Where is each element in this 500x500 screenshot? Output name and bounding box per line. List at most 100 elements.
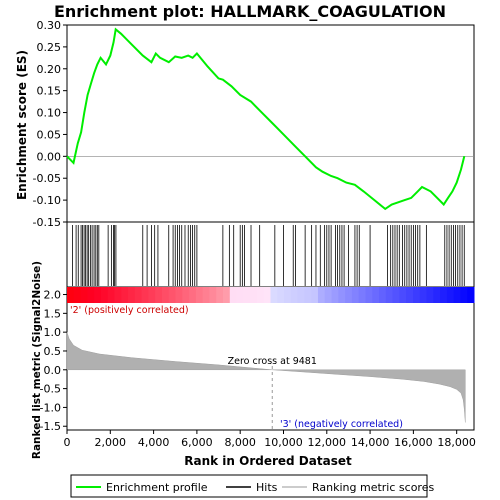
color-bar-segment (216, 287, 224, 303)
x-tick-label: 12,000 (308, 436, 347, 449)
positive-correlation-label: '2' (positively correlated) (70, 305, 189, 316)
color-bar-segment (440, 287, 448, 303)
legend-metric-label: Ranking metric scores (312, 481, 434, 494)
ranking-color-bar (67, 287, 475, 303)
color-bar-segment (209, 287, 217, 303)
color-bar-segment (161, 287, 170, 303)
es-y-ticks: -0.15 -0.10 -0.05 0.00 0.05 0.10 0.15 0.20 0.25 0… (33, 19, 67, 229)
color-bar-segment (73, 287, 82, 303)
color-bar-segment (80, 287, 88, 303)
color-bar-segment (399, 287, 407, 303)
x-tick-label: 2,000 (95, 436, 127, 449)
color-bar-segment (304, 287, 312, 303)
color-bar-segment (155, 287, 163, 303)
color-bar-segment (168, 287, 177, 303)
legend-box (70, 474, 428, 498)
chart-title: Enrichment plot: HALLMARK_COAGULATION (54, 2, 446, 21)
color-bar-segment (256, 287, 265, 303)
color-bar-segment (317, 287, 326, 303)
color-bar-segment (128, 287, 136, 303)
color-bar-segment (243, 287, 251, 303)
metric-y-ticks: -1.5 -1.0 -0.5 0.0 0.5 1.0 1.5 2.0 (40, 289, 67, 433)
color-bar-segment (195, 287, 204, 303)
es-y-tick-label: 0.00 (37, 150, 62, 163)
color-bar-segment (223, 287, 231, 303)
legend-hits-label: Hits (256, 481, 278, 494)
metric-y-tick-label: 0.0 (44, 364, 62, 377)
color-bar-segment (406, 287, 414, 303)
color-bar-segment (453, 287, 461, 303)
x-axis-ticks: 0 2,000 4,000 6,000 8,000 10,000 12,000 14,000 1… (64, 430, 476, 449)
hits-panel-frame (66, 221, 475, 288)
color-bar-segment (385, 287, 394, 303)
metric-y-tick-label: -1.0 (40, 401, 61, 414)
metric-y-tick-label: -0.5 (40, 383, 61, 396)
color-bar-segment (338, 287, 346, 303)
color-bar-segment (311, 287, 319, 303)
color-bar-segment (94, 287, 102, 303)
color-bar-segment (114, 287, 122, 303)
es-y-tick-label: 0.10 (37, 107, 62, 120)
color-bar-segment (433, 287, 441, 303)
color-bar-segment (379, 287, 387, 303)
color-bar-segment (134, 287, 143, 303)
legend-enrichment-label: Enrichment profile (106, 481, 208, 494)
es-y-tick-label: -0.10 (33, 194, 61, 207)
color-bar-segment (358, 287, 366, 303)
color-bar-segment (87, 287, 95, 303)
color-bar-segment (345, 287, 353, 303)
es-y-tick-label: 0.30 (37, 19, 62, 32)
color-bar-segment (229, 287, 238, 303)
color-bar-segment (412, 287, 421, 303)
es-y-tick-label: -0.15 (33, 216, 61, 229)
ranked-metric-area (66, 332, 466, 423)
metric-y-tick-label: 1.5 (44, 307, 62, 320)
color-bar-segment (263, 287, 271, 303)
es-y-tick-label: 0.20 (37, 63, 62, 76)
x-tick-label: 16,000 (394, 436, 433, 449)
es-y-tick-label: 0.25 (37, 41, 62, 54)
color-bar-segment (365, 287, 373, 303)
color-bar-segment (175, 287, 183, 303)
metric-y-tick-label: -1.5 (40, 420, 61, 433)
es-y-tick-label: 0.15 (37, 85, 62, 98)
color-bar-segment (202, 287, 210, 303)
es-y-tick-label: 0.05 (37, 128, 62, 141)
x-tick-label: 14,000 (351, 436, 390, 449)
color-bar-segment (392, 287, 400, 303)
es-y-tick-label: -0.05 (33, 172, 61, 185)
x-tick-label: 10,000 (264, 436, 303, 449)
metric-y-axis-label: Ranked list metric (Signal2Noise) (31, 261, 43, 459)
hit-marks (72, 225, 465, 286)
color-bar-segment (290, 287, 299, 303)
color-bar-segment (67, 287, 75, 303)
color-bar-segment (189, 287, 197, 303)
x-tick-label: 0 (64, 436, 71, 449)
color-bar-segment (107, 287, 115, 303)
color-bar-segment (121, 287, 129, 303)
color-bar-segment (467, 287, 475, 303)
color-bar-segment (182, 287, 190, 303)
zero-cross-label: Zero cross at 9481 (228, 356, 317, 367)
x-tick-label: 18,000 (437, 436, 476, 449)
x-tick-label: 4,000 (138, 436, 170, 449)
metric-y-tick-label: 0.5 (44, 345, 62, 358)
negative-correlation-label: '3' (negatively correlated) (280, 419, 403, 430)
color-bar-segment (236, 287, 244, 303)
color-bar-segment (141, 287, 149, 303)
es-panel-frame (66, 24, 475, 223)
color-bar-segment (284, 287, 292, 303)
color-bar-segment (446, 287, 455, 303)
metric-y-tick-label: 1.0 (44, 326, 62, 339)
color-bar-segment (419, 287, 428, 303)
enrichment-profile-line (66, 27, 466, 211)
color-bar-segment (372, 287, 380, 303)
color-bar-segment (324, 287, 333, 303)
color-bar-segment (270, 287, 278, 303)
es-y-axis-label: Enrichment score (ES) (15, 50, 29, 200)
x-tick-label: 8,000 (224, 436, 256, 449)
color-bar-segment (250, 287, 258, 303)
color-bar-segment (426, 287, 434, 303)
